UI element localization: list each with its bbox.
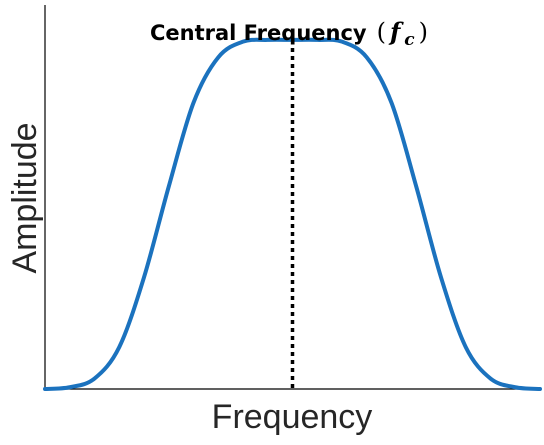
chart-title-symbol: f — [388, 17, 404, 46]
chart-title-text: Central Frequency — [150, 21, 367, 45]
chart-title: Central Frequency ( f c ) — [150, 17, 428, 50]
chart-title-paren-close: ) — [419, 18, 428, 46]
chart-title-paren-open: ( — [377, 18, 386, 46]
y-axis-label: Amplitude — [6, 122, 44, 273]
series-layer — [43, 37, 542, 391]
plot-area — [43, 5, 542, 391]
x-axis-label: Frequency — [212, 398, 373, 436]
chart-title-subscript: c — [404, 30, 415, 50]
series-line-0 — [43, 37, 542, 391]
